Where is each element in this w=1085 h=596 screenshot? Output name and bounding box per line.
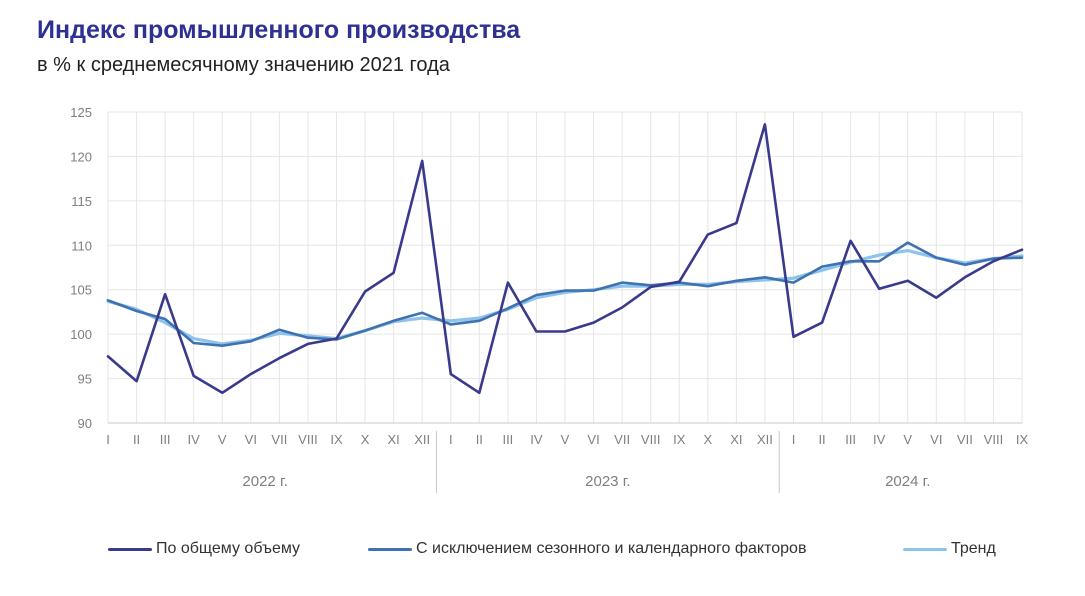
series-line-total [106,123,1024,395]
x-tick-label: VI [245,432,257,447]
x-tick-label: XI [730,432,742,447]
x-tick-label: XII [414,432,430,447]
legend-swatch-trend [903,547,947,551]
x-tick-label: I [449,432,453,447]
y-tick-label: 125 [70,105,92,120]
legend-label-trend: Тренд [951,540,996,557]
year-label: 2022 г. [242,473,287,490]
x-tick-label: V [903,432,912,447]
x-tick-label: X [703,432,712,447]
x-tick-label: VI [930,432,942,447]
y-tick-label: 115 [71,194,92,209]
x-tick-label: IX [330,432,343,447]
legend-item-trend: Тренд [903,540,996,558]
y-tick-label: 90 [78,416,92,431]
x-tick-label: VII [957,432,973,447]
x-tick-label: VI [587,432,599,447]
x-tick-label: IV [530,432,543,447]
legend-item-total: По общему объему [108,540,300,558]
x-tick-label: VIII [298,432,318,447]
chart-title: Индекс промышленного производства [37,16,521,44]
year-label: 2024 г. [885,473,930,490]
x-tick-label: II [133,432,140,447]
x-tick-label: VII [271,432,287,447]
year-label: 2023 г. [585,473,630,490]
x-tick-label: IV [873,432,886,447]
chart-subtitle: в % к среднемесячному значению 2021 года [37,54,450,76]
y-tick-label: 100 [70,327,92,342]
x-tick-label: IV [188,432,201,447]
x-tick-label: III [160,432,171,447]
legend-item-seasonally-adjusted: С исключением сезонного и календарного ф… [368,540,806,558]
legend-swatch-total [108,547,152,551]
x-tick-label: V [561,432,570,447]
x-tick-label: VIII [984,432,1004,447]
y-tick-label: 105 [70,283,92,298]
x-tick-label: I [792,432,796,447]
y-tick-label: 110 [71,238,92,253]
series-line-seasonally-adjusted [106,241,1024,348]
x-tick-label: XI [387,432,399,447]
x-tick-label: VIII [641,432,661,447]
x-tick-label: XII [757,432,773,447]
x-tick-label: II [818,432,825,447]
x-tick-label: III [502,432,513,447]
x-tick-label: III [845,432,856,447]
y-tick-label: 95 [78,372,92,387]
x-tick-label: VII [614,432,630,447]
x-tick-label: I [106,432,110,447]
y-tick-label: 120 [70,149,92,164]
legend-swatch-seasonally-adjusted [368,547,412,551]
x-tick-label: X [361,432,370,447]
x-tick-label: IX [1016,432,1029,447]
legend: По общему объему С исключением сезонного… [0,540,1085,562]
x-tick-label: IX [673,432,686,447]
legend-label-seasonally-adjusted: С исключением сезонного и календарного ф… [416,540,807,557]
x-tick-label: II [476,432,483,447]
x-tick-label: V [218,432,227,447]
legend-label-total: По общему объему [156,540,301,557]
